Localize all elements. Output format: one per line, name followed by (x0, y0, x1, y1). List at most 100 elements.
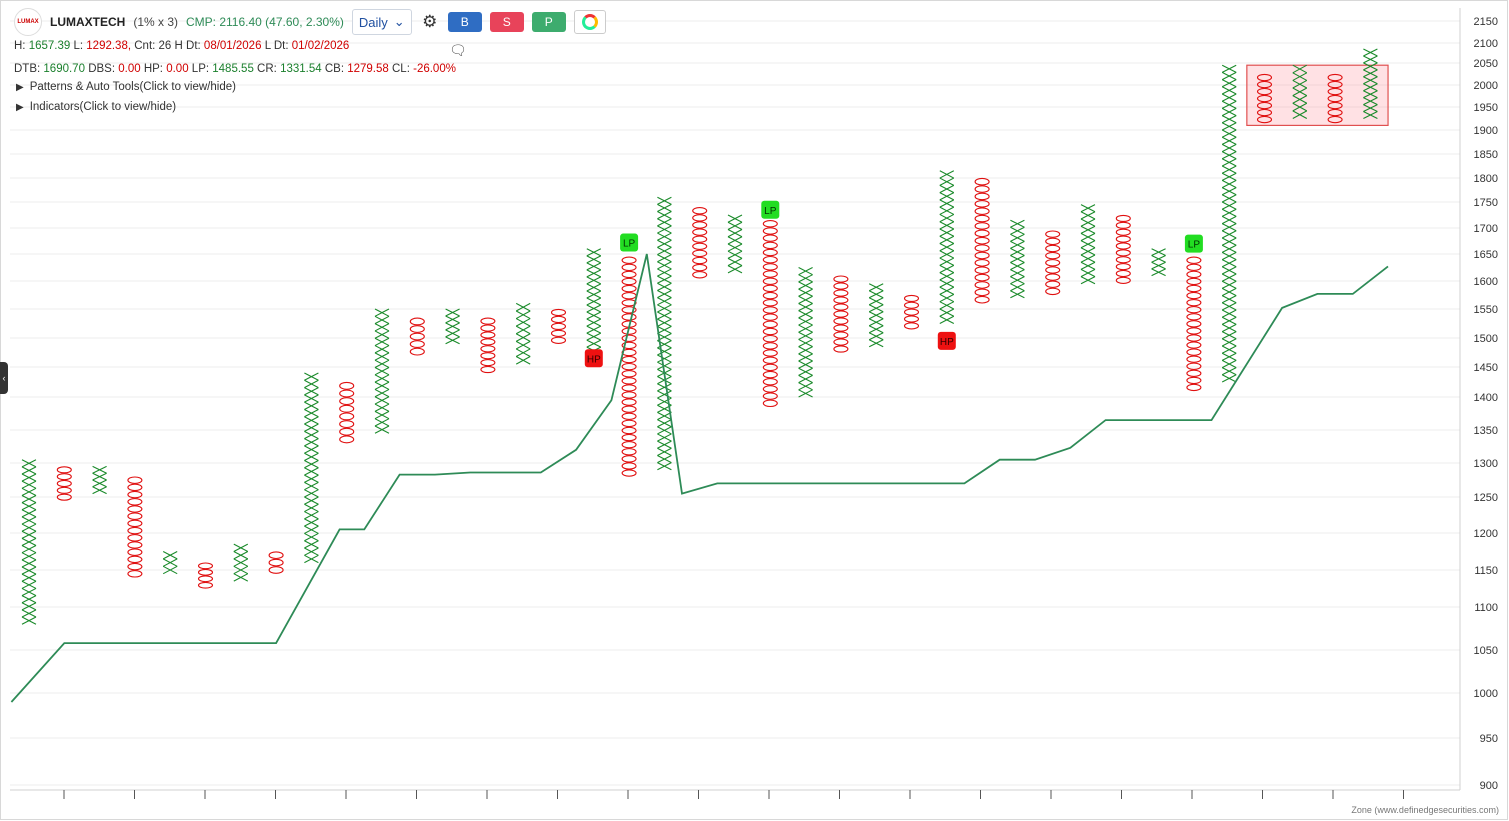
o-mark (1186, 383, 1202, 392)
lp-marker (761, 200, 780, 219)
x-mark (868, 325, 884, 334)
x-mark (374, 345, 390, 354)
o-mark (974, 273, 990, 282)
o-mark (621, 398, 637, 406)
indicators-toggle[interactable]: ▶ Indicators(Click to view/hide) (16, 101, 176, 113)
x-mark (1221, 93, 1237, 102)
o-mark (127, 505, 143, 513)
x-column (162, 551, 178, 575)
comment-icon[interactable]: 🗨 (449, 42, 467, 58)
patterns-toggle[interactable]: ▶ Patterns & Auto Tools(Click to view/hi… (16, 81, 236, 93)
x-mark (657, 289, 672, 299)
count-label: Cnt: 26 H Dt: (134, 40, 201, 52)
o-mark (1186, 313, 1202, 321)
x-column (374, 308, 390, 434)
x-mark (657, 419, 672, 428)
x-mark (1221, 122, 1237, 131)
o-mark (692, 249, 708, 258)
dbs-value: 0.00 (118, 63, 141, 75)
x-mark (1292, 95, 1308, 104)
x-mark (1080, 225, 1096, 234)
x-mark (1221, 352, 1237, 361)
x-mark (1080, 232, 1096, 242)
y-tick-label: 2100 (1474, 38, 1498, 50)
hp-marker (937, 331, 956, 350)
x-mark (515, 318, 531, 327)
o-mark (1256, 108, 1273, 117)
h-label: H: (14, 40, 26, 52)
o-mark (409, 325, 425, 333)
x-mark (586, 276, 602, 285)
timeframe-select[interactable]: Daily ⌄ (351, 9, 412, 35)
o-mark (974, 207, 990, 216)
x-mark (727, 243, 743, 252)
o-mark (339, 435, 355, 444)
x-column (939, 170, 955, 324)
x-mark (1221, 136, 1237, 145)
x-mark (304, 387, 319, 396)
gear-icon[interactable]: ⚙ (422, 12, 438, 31)
x-mark (657, 261, 672, 270)
sell-button[interactable]: S (489, 12, 524, 32)
x-mark (304, 540, 319, 549)
o-mark (550, 308, 567, 317)
cb-value: 1279.58 (347, 63, 389, 75)
o-mark (974, 177, 990, 186)
x-mark (21, 473, 37, 482)
x-mark (657, 232, 672, 241)
timeframe-value: Daily (358, 14, 388, 30)
o-mark (339, 420, 355, 429)
x-mark (657, 254, 672, 263)
hp-marker-label: HP (587, 354, 601, 365)
x-mark (1010, 240, 1025, 249)
patterns-label: Patterns & Auto Tools(Click to view/hide… (29, 81, 236, 93)
o-mark (409, 332, 425, 341)
o-mark (621, 362, 637, 371)
x-mark (1292, 79, 1308, 89)
y-tick-label: 2150 (1474, 16, 1498, 28)
o-mark (1327, 94, 1343, 103)
x-mark (21, 545, 37, 554)
o-mark (550, 315, 567, 324)
x-mark (939, 221, 955, 230)
panel-handle[interactable]: ‹ (0, 362, 8, 394)
buy-button[interactable]: B (447, 12, 482, 32)
y-tick-label: 1950 (1474, 102, 1498, 114)
o-mark (127, 526, 143, 535)
y-tick-label: 1150 (1474, 565, 1498, 577)
x-mark (657, 462, 672, 471)
x-mark (1363, 97, 1378, 106)
x-mark (445, 322, 460, 331)
x-mark (657, 211, 672, 220)
x-column (1151, 248, 1166, 277)
x-mark (657, 411, 672, 421)
o-mark (762, 284, 778, 293)
p-button[interactable]: P (531, 12, 566, 32)
o-mark (621, 440, 637, 449)
x-mark (798, 281, 813, 290)
x-mark (868, 297, 884, 306)
o-mark (974, 236, 990, 245)
o-mark (1186, 284, 1202, 293)
x-mark (868, 304, 884, 313)
x-mark (1010, 226, 1025, 235)
o-mark (1256, 73, 1273, 82)
x-mark (1363, 90, 1378, 99)
indicator-ring-button[interactable] (573, 10, 606, 34)
x-mark (798, 267, 813, 276)
o-mark (621, 433, 637, 442)
x-mark (233, 551, 249, 560)
o-mark (762, 277, 778, 285)
x-mark (939, 177, 955, 186)
y-tick-label: 1000 (1474, 688, 1498, 700)
x-mark (1363, 48, 1378, 57)
x-mark (939, 264, 955, 274)
o-mark (339, 404, 355, 413)
x-mark (657, 297, 672, 306)
o-mark (56, 473, 72, 481)
o-mark (1045, 237, 1061, 246)
o-mark (974, 192, 990, 201)
o-mark (621, 384, 637, 392)
o-mark (339, 427, 355, 436)
